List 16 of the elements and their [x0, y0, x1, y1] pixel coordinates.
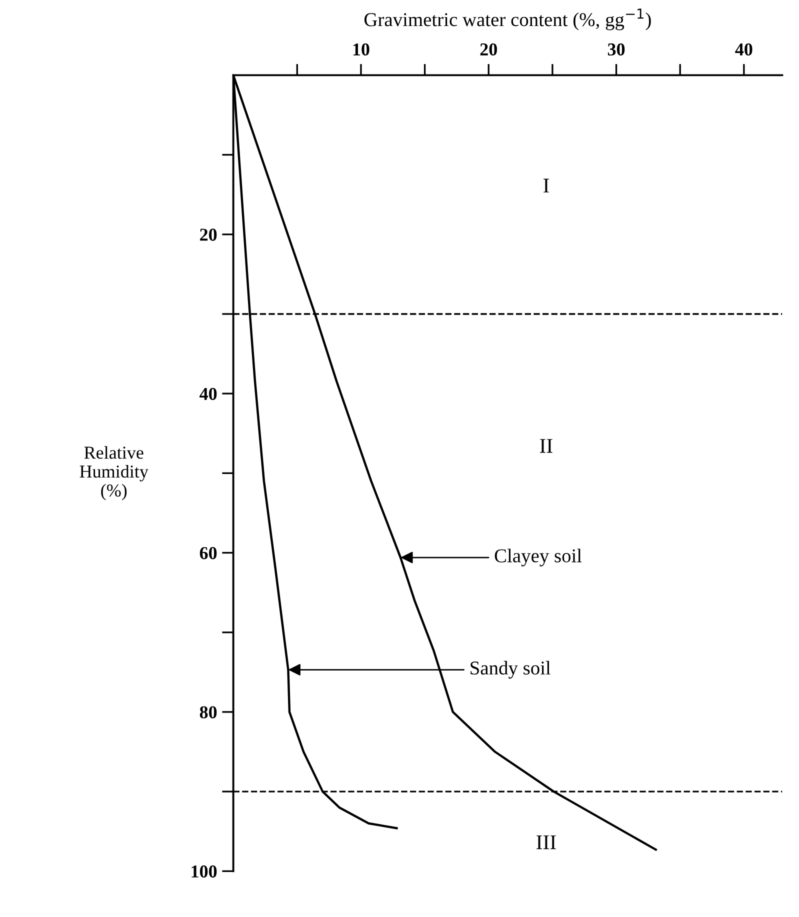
- annotation: II: [540, 439, 552, 453]
- x-axis-title: Gravimetric water content (%, gg$^{−1}$): [364, 8, 651, 30]
- y-tick-label: 100: [192, 865, 217, 878]
- annotation: III: [536, 835, 556, 850]
- y-axis-title: Relative Humidity (%): [80, 446, 148, 500]
- y-tick-label: 80: [200, 706, 217, 718]
- x-tick-label: 40: [735, 43, 752, 56]
- y-tick-label: 40: [200, 388, 217, 400]
- text: Sandy soil: [470, 660, 551, 679]
- y-tick-label: 20: [200, 228, 217, 241]
- legend-label: Clayey soil: [494, 548, 582, 566]
- y-tick-label: 60: [200, 547, 217, 560]
- x-tick-label: 20: [480, 43, 497, 56]
- x-tick-label: 30: [608, 43, 625, 56]
- x-tick-label: 10: [353, 43, 370, 56]
- annotation: I: [543, 178, 549, 192]
